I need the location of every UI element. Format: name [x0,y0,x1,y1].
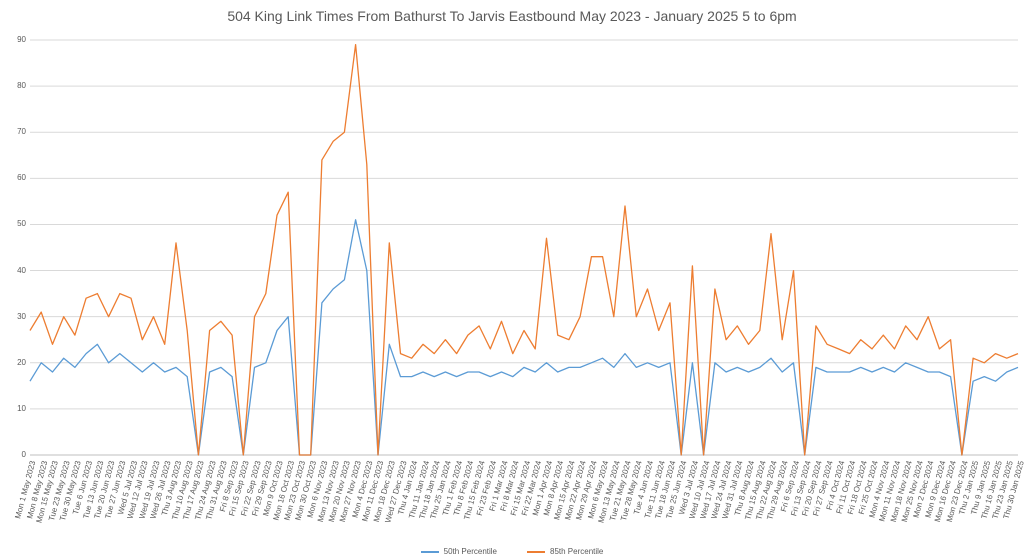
y-axis-label: 40 [17,265,26,275]
legend-item-50th-percentile: 50th Percentile [420,547,497,556]
series-line-85th-percentile [29,43,1019,456]
legend: 50th Percentile 85th Percentile [0,547,1024,556]
y-axis-label: 30 [17,311,26,321]
legend-label: 85th Percentile [550,547,604,556]
legend-line-icon [420,550,439,553]
y-axis-label: 70 [17,127,26,137]
y-axis-label: 20 [17,357,26,367]
chart-title: 504 King Link Times From Bathurst To Jar… [227,8,797,24]
y-axis-label: 50 [17,219,26,229]
y-axis-label: 80 [17,81,26,91]
y-axis-label: 90 [17,35,26,44]
y-axis-label: 10 [17,403,26,413]
series-line-50th-percentile [29,219,1019,456]
legend-item-85th-percentile: 85th Percentile [527,547,603,556]
y-axis-label: 0 [21,450,26,459]
legend-line-icon [527,550,545,553]
y-axis-label: 60 [17,173,26,183]
legend-label: 50th Percentile [443,547,497,556]
